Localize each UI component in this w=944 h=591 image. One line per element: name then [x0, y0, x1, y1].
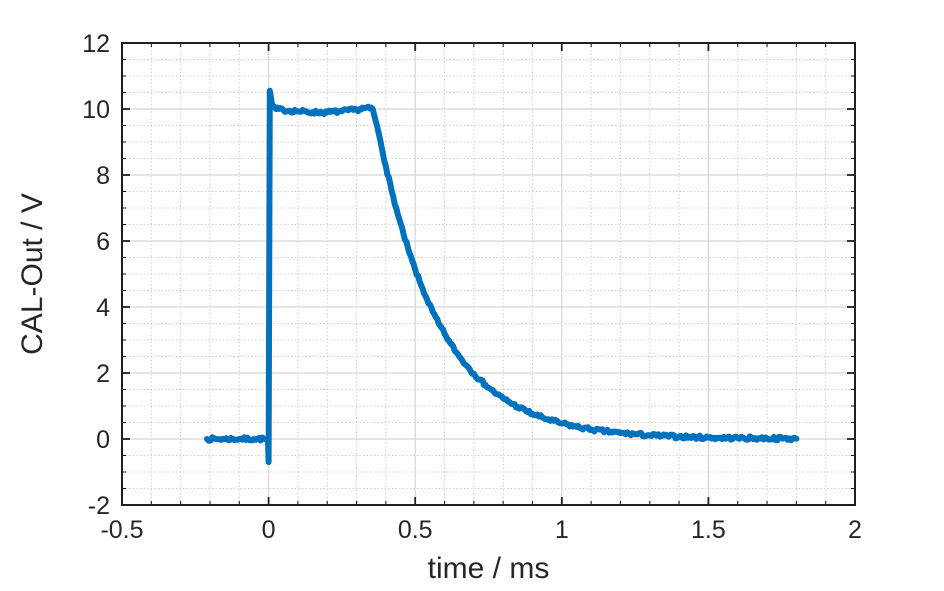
x-tick-label: -0.5: [100, 516, 143, 544]
y-tick-label: 2: [96, 360, 110, 388]
minor-gridlines: [122, 43, 855, 505]
y-tick-label: -2: [88, 492, 110, 520]
x-tick-label: 1.5: [691, 516, 726, 544]
y-tick-label: 12: [82, 30, 110, 58]
x-tick-label: 1: [555, 516, 569, 544]
y-tick-label: 8: [96, 162, 110, 190]
x-tick-label: 2: [848, 516, 862, 544]
tick-marks: [121, 42, 856, 506]
y-tick-label: 10: [82, 96, 110, 124]
waveform-trace: [204, 87, 800, 466]
y-axis-label: CAL-Out / V: [16, 193, 49, 355]
x-tick-label: 0: [262, 516, 276, 544]
y-tick-labels: -2 0 2 4 6 8 10 12: [82, 30, 110, 520]
y-tick-label: 6: [96, 228, 110, 256]
y-tick-label: 0: [96, 426, 110, 454]
x-tick-labels: -0.5 0 0.5 1 1.5 2: [100, 516, 862, 544]
x-axis-label: time / ms: [428, 552, 550, 585]
y-tick-label: 4: [96, 294, 110, 322]
x-tick-label: 0.5: [398, 516, 433, 544]
